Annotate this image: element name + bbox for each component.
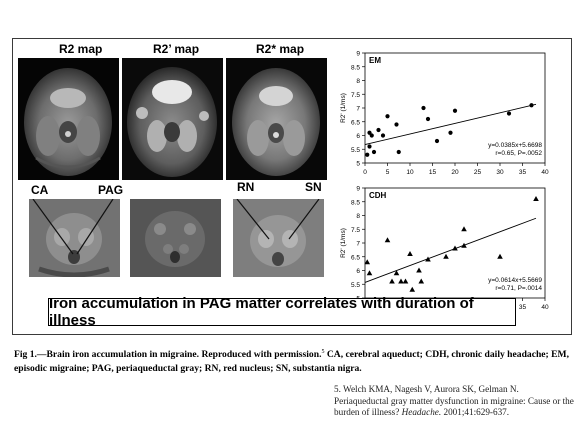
y-tick-label: 8.5 xyxy=(351,64,360,71)
r2-map-label: R2 map xyxy=(59,42,103,56)
x-tick-label: 20 xyxy=(451,169,459,176)
data-point xyxy=(421,105,426,111)
y-tick-label: 5.5 xyxy=(351,282,360,289)
fit-equation: y=0.0385x+5.6698 xyxy=(488,142,542,149)
data-point xyxy=(434,138,440,144)
data-point xyxy=(369,133,374,138)
data-point xyxy=(533,196,539,201)
data-point xyxy=(384,237,391,243)
data-point xyxy=(376,127,381,133)
figure-banner: Iron accumulation in PAG matter correlat… xyxy=(48,295,516,329)
data-point xyxy=(416,267,422,273)
y-tick-label: 7 xyxy=(356,106,360,113)
data-point xyxy=(396,149,401,155)
r2-star-map-label: R2* map xyxy=(256,42,305,56)
caption-citation: 5 xyxy=(321,349,325,355)
regression-line xyxy=(364,217,537,283)
y-tick-label: 8 xyxy=(356,78,360,85)
data-point xyxy=(364,259,371,265)
caption-rest: CA, cerebral aqueduct; CDH, chronic dail… xyxy=(14,349,570,375)
reference-journal: Headache. xyxy=(401,407,442,418)
data-point xyxy=(418,278,425,284)
panel-label: CDH xyxy=(369,191,387,200)
caption-lead: Fig 1.—Brain iron accumulation in migrai… xyxy=(14,349,200,361)
y-tick-label: 7.5 xyxy=(351,227,360,234)
figure-caption: Fig 1.—Brain iron accumulation in migrai… xyxy=(14,345,572,376)
data-point xyxy=(443,253,449,259)
data-point xyxy=(393,270,400,276)
panel-label: EM xyxy=(369,56,381,65)
data-point xyxy=(380,133,386,138)
data-point xyxy=(461,226,467,232)
x-tick-label: 30 xyxy=(496,169,504,176)
rn-label: RN xyxy=(237,180,255,194)
y-axis-label: R2' (1/ms) xyxy=(340,228,347,258)
reference-text: Welch KMA, Nagesh V, Aurora SK, Gelman N… xyxy=(334,384,574,418)
mri-r2-prime-axial-image xyxy=(122,58,223,180)
x-tick-label: 35 xyxy=(519,169,527,176)
fit-stats: r=0.71, P=.0014 xyxy=(495,285,542,292)
reference-entry: 5. Welch KMA, Nagesh V, Aurora SK, Gelma… xyxy=(334,384,574,419)
data-point xyxy=(452,108,458,113)
x-tick-label: 0 xyxy=(363,169,367,176)
x-tick-label: 5 xyxy=(386,169,390,176)
data-point xyxy=(365,152,370,157)
mri-r2-zoom-image xyxy=(29,199,120,277)
data-point xyxy=(398,278,404,284)
y-tick-label: 5.5 xyxy=(351,147,360,154)
data-point xyxy=(367,144,372,149)
x-tick-label: 15 xyxy=(429,169,437,176)
mri-r2-star-axial-image xyxy=(226,58,327,180)
y-tick-label: 9 xyxy=(356,51,360,58)
fit-stats: r=0.65, P=.0052 xyxy=(495,150,542,157)
ca-label: CA xyxy=(31,183,49,197)
x-tick-label: 35 xyxy=(519,304,527,311)
data-point xyxy=(371,149,377,155)
reference-details: 2001;41:629-637. xyxy=(443,407,510,418)
pag-label: PAG xyxy=(98,183,124,197)
mri-r2-prime-zoom-image xyxy=(130,199,221,277)
data-point xyxy=(506,111,512,116)
mri-r2-star-zoom-image xyxy=(233,199,324,277)
x-tick-label: 40 xyxy=(541,169,549,176)
y-tick-label: 6 xyxy=(356,268,360,275)
x-tick-label: 25 xyxy=(474,169,482,176)
figure-panel: R2 map R2’ map R2* map xyxy=(12,38,572,335)
data-point xyxy=(461,242,467,248)
data-point xyxy=(452,245,458,251)
data-point xyxy=(497,253,503,259)
data-point xyxy=(425,256,431,262)
data-point xyxy=(409,286,416,292)
y-axis-label: R2' (1/ms) xyxy=(340,93,347,123)
caption-body: Reproduced with permission. xyxy=(199,349,322,361)
data-point xyxy=(425,116,431,122)
mri-r2-axial-image xyxy=(18,58,119,180)
fit-equation: y=0.0614x+5.5669 xyxy=(488,277,542,284)
r2-prime-map-label: R2’ map xyxy=(153,42,200,56)
x-tick-label: 10 xyxy=(406,169,414,176)
reference-number: 5. xyxy=(334,384,341,394)
y-tick-label: 9 xyxy=(356,186,360,193)
data-point xyxy=(366,270,373,276)
data-point xyxy=(385,114,390,119)
y-tick-label: 6.5 xyxy=(351,119,360,126)
y-tick-label: 7 xyxy=(356,241,360,248)
sn-label: SN xyxy=(305,180,322,194)
y-tick-label: 8.5 xyxy=(351,199,360,206)
data-point xyxy=(529,103,534,108)
y-tick-label: 6 xyxy=(356,133,360,140)
x-tick-label: 40 xyxy=(541,304,549,311)
y-tick-label: 6.5 xyxy=(351,254,360,261)
data-point xyxy=(389,278,395,284)
y-tick-label: 5 xyxy=(356,161,360,168)
data-point xyxy=(407,251,413,256)
data-point xyxy=(402,278,409,284)
regression-line xyxy=(364,103,537,146)
data-point xyxy=(394,122,399,127)
y-tick-label: 8 xyxy=(356,213,360,220)
y-tick-label: 7.5 xyxy=(351,92,360,99)
data-point xyxy=(448,130,453,135)
